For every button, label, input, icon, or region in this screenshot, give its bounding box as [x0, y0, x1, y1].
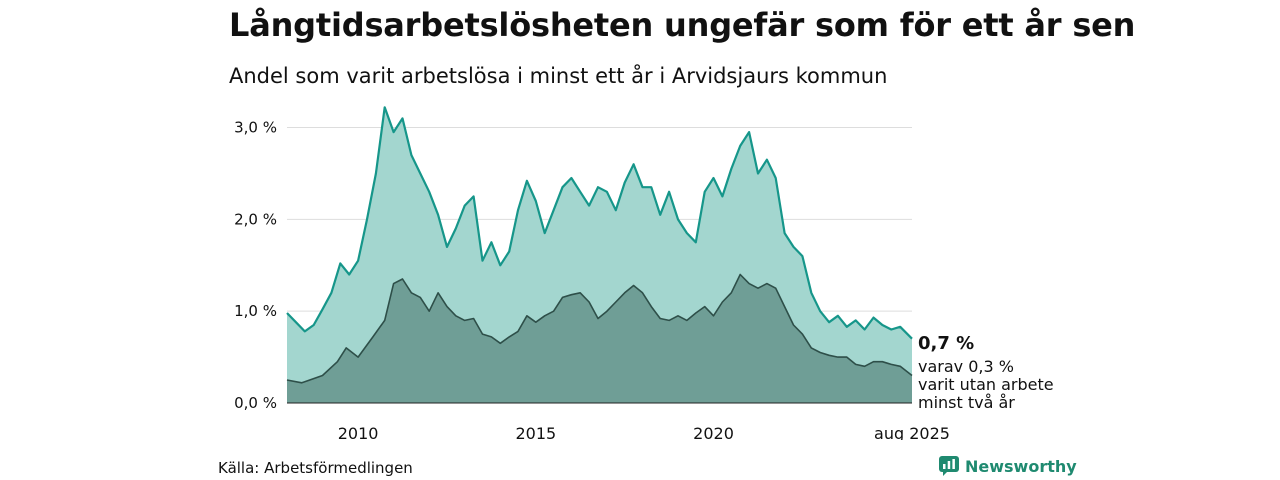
brand-logo: Newsworthy: [939, 456, 1077, 476]
x-tick-label: 2020: [693, 424, 734, 440]
y-tick-label: 0,0 %: [234, 394, 277, 412]
x-axis-ticks: 2010 2015 2020 aug 2025: [338, 424, 950, 440]
source-note: Källa: Arbetsförmedlingen: [218, 459, 413, 477]
end-label-sub-line1: varav 0,3 %: [918, 357, 1014, 376]
brand-name: Newsworthy: [965, 456, 1077, 476]
line-two-year: [286, 273, 913, 384]
area-two-year: [287, 274, 912, 403]
y-tick-label: 1,0 %: [234, 302, 277, 320]
x-tick-label: 2015: [515, 424, 556, 440]
y-tick-label: 3,0 %: [234, 119, 277, 137]
x-tick-label: aug 2025: [874, 424, 950, 440]
chart-title: Långtidsarbetslösheten ungefär som för e…: [229, 6, 1136, 44]
line-total: [286, 106, 913, 340]
end-label-total: 0,7 %: [918, 333, 974, 354]
y-tick-label: 2,0 %: [234, 210, 277, 228]
end-label-sub-line2: varit utan arbete: [918, 375, 1054, 394]
bar-chart-icon: [939, 456, 959, 476]
chart-subtitle: Andel som varit arbetslösa i minst ett å…: [229, 64, 888, 88]
end-labels: 0,7 % varav 0,3 % varit utan arbete mins…: [918, 333, 1054, 412]
x-tick-label: 2010: [338, 424, 379, 440]
end-label-sub-line3: minst två år: [918, 393, 1015, 412]
area-chart: 0,0 % 1,0 % 2,0 % 3,0 % 2010 2015 2020 aug 202…: [234, 106, 1054, 440]
chart-areas: [286, 106, 913, 404]
y-axis-ticks: 0,0 % 1,0 % 2,0 % 3,0 %: [234, 119, 277, 412]
